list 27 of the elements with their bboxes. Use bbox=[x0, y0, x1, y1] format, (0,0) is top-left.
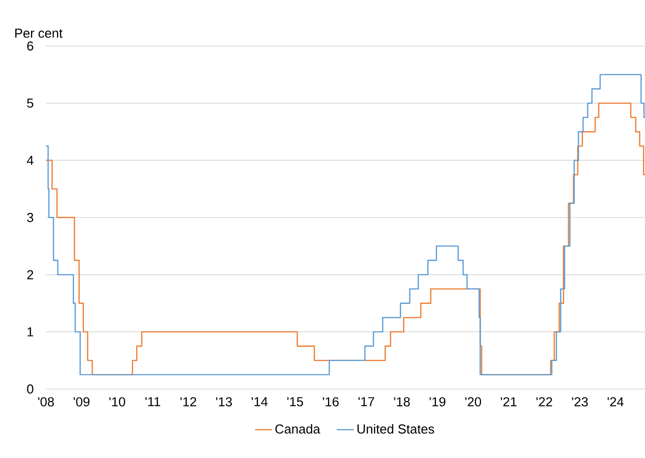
x-tick-label: '18 bbox=[394, 397, 410, 406]
x-tick-label: '10 bbox=[109, 397, 126, 406]
x-tick-label: '20 bbox=[465, 397, 482, 406]
x-tick-label: '16 bbox=[322, 397, 339, 406]
x-tick-label: '19 bbox=[430, 397, 446, 406]
x-tick-label: '08 bbox=[38, 397, 54, 406]
y-tick-label: 6 bbox=[27, 41, 34, 51]
x-tick-label: '24 bbox=[608, 397, 624, 406]
x-tick-label: '15 bbox=[287, 397, 304, 406]
legend-label: United States bbox=[358, 424, 434, 434]
y-tick-label: 1 bbox=[28, 327, 34, 336]
x-tick-label: '12 bbox=[180, 397, 196, 406]
x-tick-label: '21 bbox=[500, 397, 517, 406]
y-axis-title: Per cent bbox=[15, 28, 62, 38]
x-tick-label: '23 bbox=[572, 397, 588, 406]
x-tick-label: '09 bbox=[74, 397, 90, 406]
y-tick-label: 5 bbox=[27, 98, 34, 108]
y-tick-label: 0 bbox=[27, 384, 34, 394]
x-tick-label: '11 bbox=[145, 397, 160, 406]
x-tick-label: '14 bbox=[252, 397, 268, 406]
y-tick-label: 2 bbox=[27, 270, 34, 280]
x-tick-label: '17 bbox=[358, 397, 374, 406]
y-tick-label: 3 bbox=[27, 212, 34, 222]
legend-label: Canada bbox=[275, 424, 320, 434]
x-tick-label: '22 bbox=[536, 397, 552, 406]
y-tick-label: 4 bbox=[26, 156, 34, 165]
x-tick-label: '13 bbox=[216, 397, 232, 406]
